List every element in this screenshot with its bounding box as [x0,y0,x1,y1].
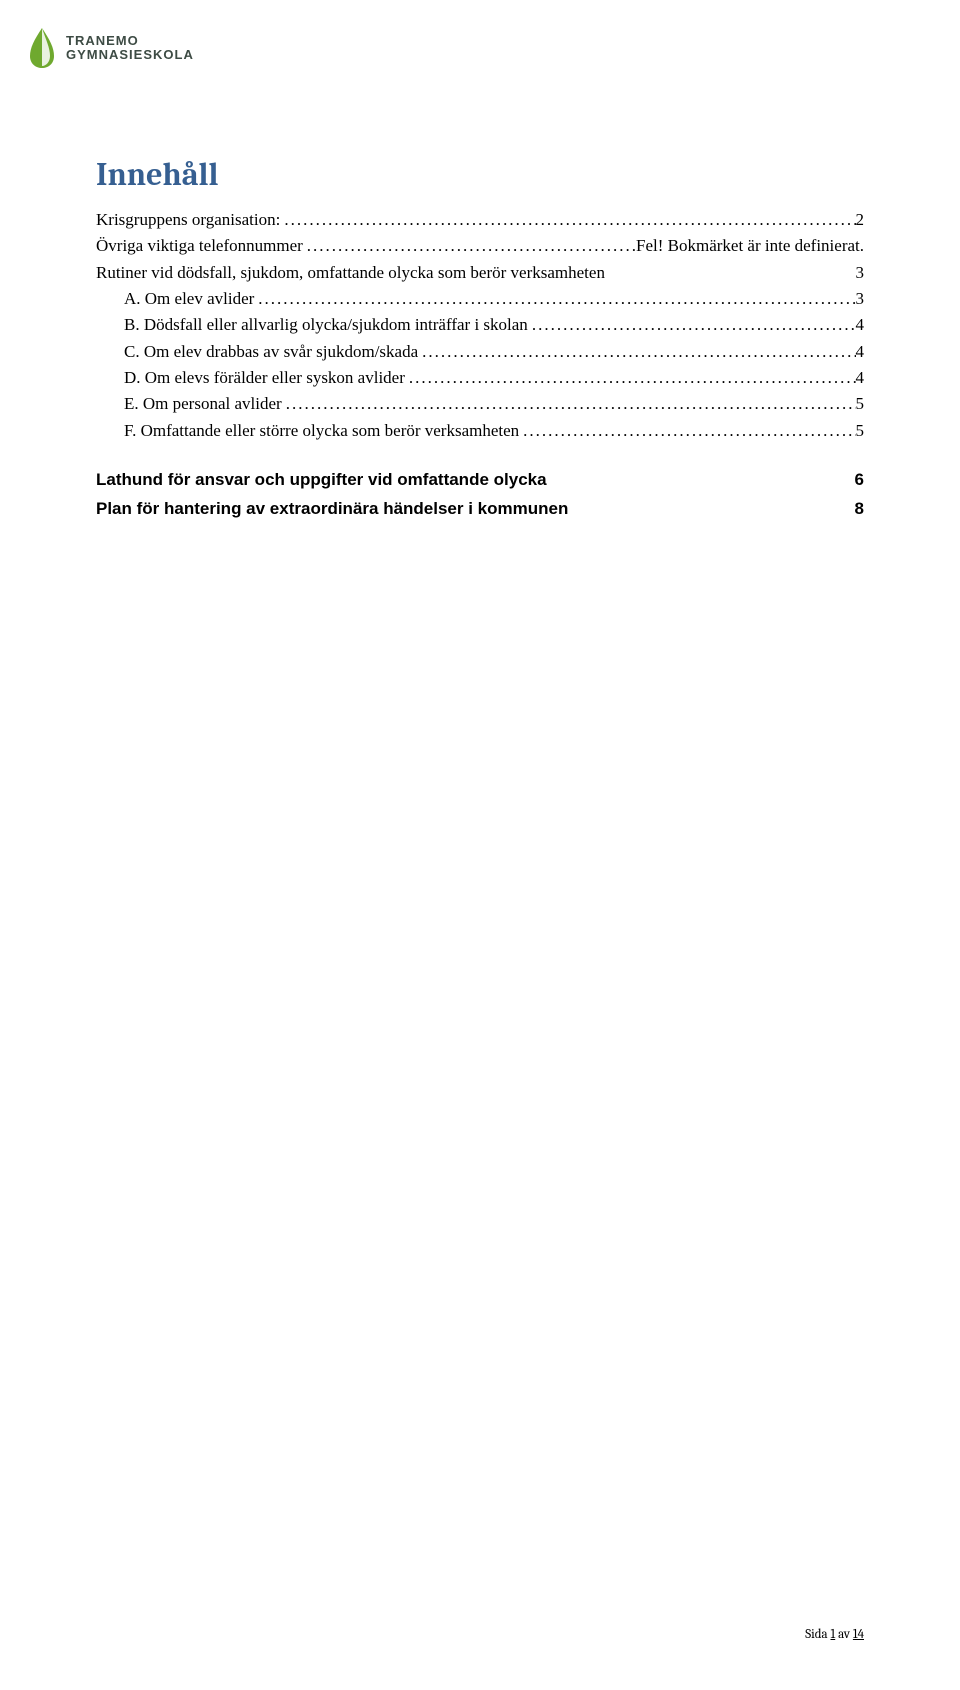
toc-entry-page: 4 [856,365,865,391]
toc-entry-label: B. Dödsfall eller allvarlig olycka/sjukd… [124,312,528,338]
toc-leader-dots [519,418,855,444]
toc-entry-label: D. Om elevs förälder eller syskon avlide… [124,365,405,391]
toc-entry-page: 4 [856,312,865,338]
toc-entry-label: A. Om elev avlider [124,286,254,312]
toc-entry-page: 3 [856,260,865,286]
toc-entry[interactable]: E. Om personal avlider 5 [96,391,864,417]
bold-toc-label: Plan för hantering av extraordinära händ… [96,495,568,524]
toc-entry[interactable]: Krisgruppens organisation: 2 [96,207,864,233]
bold-toc-page: 8 [855,495,864,524]
toc-entry-page: 2 [856,207,865,233]
toc-entry[interactable]: D. Om elevs förälder eller syskon avlide… [96,365,864,391]
school-logo: TRANEMO GYMNASIESKOLA [24,26,194,70]
bold-toc-section: Lathund för ansvar och uppgifter vid omf… [96,466,864,524]
toc-entry-label: Övriga viktiga telefonnummer [96,233,303,259]
toc-entry[interactable]: Rutiner vid dödsfall, sjukdom, omfattand… [96,260,864,286]
footer-total-pages: 14 [853,1627,864,1642]
toc-entry[interactable]: C. Om elev drabbas av svår sjukdom/skada… [96,339,864,365]
toc-entry-label: Krisgruppens organisation: [96,207,280,233]
toc-leader-dots [405,365,856,391]
toc-leader-dots [303,233,636,259]
toc-entry-page: 4 [856,339,865,365]
logo-line2: GYMNASIESKOLA [66,48,194,62]
toc-leader-dots [282,391,856,417]
table-of-contents: Krisgruppens organisation:2Övriga viktig… [96,207,864,444]
bold-toc-page: 6 [855,466,864,495]
toc-entry-label: F. Omfattande eller större olycka som be… [124,418,519,444]
toc-leader-dots [254,286,855,312]
toc-leader-dots [280,207,855,233]
toc-leader-dots [418,339,855,365]
page-container: TRANEMO GYMNASIESKOLA Innehåll Krisgrupp… [0,0,960,1690]
toc-entry-label: E. Om personal avlider [124,391,282,417]
toc-entry[interactable]: Övriga viktiga telefonnummer Fel! Bokmärk… [96,233,864,259]
leaf-drop-icon [24,26,60,70]
toc-entry-label: C. Om elev drabbas av svår sjukdom/skada [124,339,418,365]
toc-entry[interactable]: F. Omfattande eller större olycka som be… [96,418,864,444]
toc-leader-dots [528,312,856,338]
toc-entry-page: Fel! Bokmärket är inte definierat. [636,233,864,259]
toc-entry-page: 5 [856,391,865,417]
bold-toc-label: Lathund för ansvar och uppgifter vid omf… [96,466,547,495]
page-title: Innehåll [96,156,864,193]
toc-entry[interactable]: B. Dödsfall eller allvarlig olycka/sjukd… [96,312,864,338]
logo-text: TRANEMO GYMNASIESKOLA [66,34,194,61]
footer-middle: av [835,1627,853,1642]
content-area: Innehåll Krisgruppens organisation:2Övri… [96,156,864,524]
bold-toc-entry[interactable]: Plan för hantering av extraordinära händ… [96,495,864,524]
page-footer: Sida 1 av 14 [805,1627,864,1642]
logo-line1: TRANEMO [66,34,194,48]
toc-entry[interactable]: A. Om elev avlider 3 [96,286,864,312]
bold-toc-entry[interactable]: Lathund för ansvar och uppgifter vid omf… [96,466,864,495]
toc-entry-label: Rutiner vid dödsfall, sjukdom, omfattand… [96,260,605,286]
toc-entry-page: 5 [856,418,865,444]
footer-prefix: Sida [805,1627,830,1642]
toc-entry-page: 3 [856,286,865,312]
